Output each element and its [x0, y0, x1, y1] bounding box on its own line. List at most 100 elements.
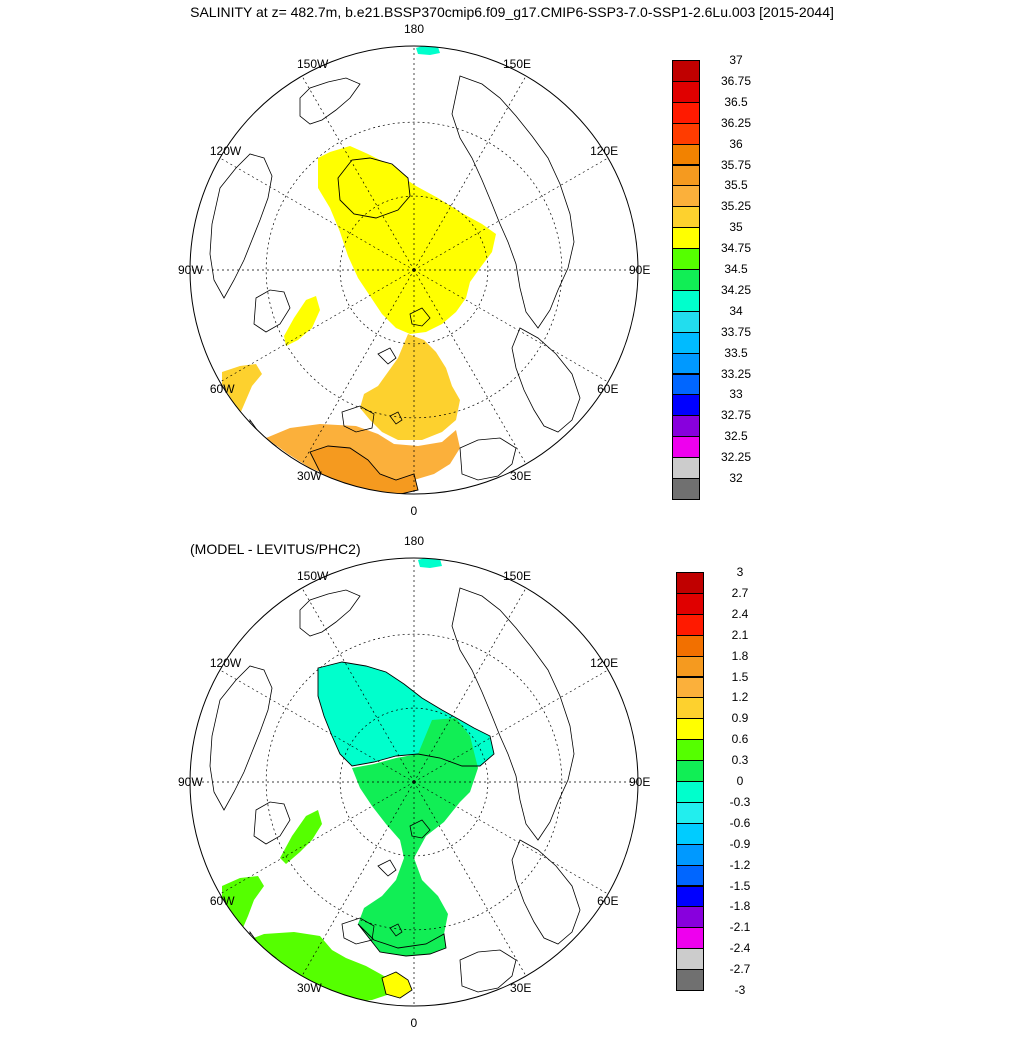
colorbar-label: 35 — [729, 220, 743, 235]
meridian-line — [219, 781, 415, 895]
region-canada-basin-core — [338, 158, 410, 218]
coastline-3 — [459, 437, 517, 481]
salinity-map-panel: 180 150E 120E 90E 60E 30E 0 30W 60W 90W 120W 150W — [160, 22, 690, 528]
colorbar-label: -1.8 — [729, 899, 751, 914]
colorbar-label: 33 — [729, 387, 743, 402]
coastline-1 — [451, 587, 575, 841]
colorbar-label: 2.4 — [731, 606, 749, 621]
coastline-4 — [209, 665, 273, 811]
meridian-line — [301, 75, 415, 271]
colorbar-swatch — [676, 655, 704, 678]
region-north-atlantic — [266, 424, 460, 484]
colorbar-swatch — [672, 478, 700, 500]
region-bering-strait — [416, 46, 440, 55]
meridian-line — [413, 269, 609, 383]
latitude-circle — [265, 633, 563, 931]
coastline-5 — [253, 289, 291, 333]
colorbar-label: 35.5 — [724, 178, 748, 193]
region-nordic-seas — [358, 924, 446, 956]
colorbar-label: 0.6 — [731, 732, 749, 747]
colorbar-label: -1.2 — [729, 857, 751, 872]
longitude-label: 120E — [590, 656, 619, 670]
colorbar-swatch — [676, 760, 704, 782]
colorbar-swatch — [676, 885, 704, 908]
region-fram-strait-norwegian-sea — [360, 334, 460, 440]
colorbar-swatch — [676, 572, 704, 594]
map-border — [189, 557, 639, 1007]
meridian-line — [413, 75, 527, 271]
longitude-label: 180 — [404, 534, 425, 548]
contour-nordic-seas — [357, 923, 447, 957]
meridian-line — [413, 781, 609, 895]
contour-canada-basin — [317, 661, 495, 767]
longitude-label: 90W — [178, 263, 203, 277]
longitude-label: 30E — [510, 469, 532, 484]
longitude-label: 30E — [510, 981, 532, 996]
coastline-7 — [341, 917, 375, 945]
longitude-label: 120W — [209, 144, 242, 158]
colorbar-label: 1.2 — [731, 690, 749, 705]
colorbar-swatch — [676, 739, 704, 762]
colorbar-label: 1.8 — [731, 648, 749, 663]
colorbar-swatch — [676, 822, 704, 845]
colorbar-swatch — [676, 843, 704, 866]
colorbar-swatch — [676, 697, 704, 720]
colorbar-label: 36 — [729, 136, 743, 151]
colorbar-swatch — [672, 289, 700, 312]
colorbar-label: 32 — [729, 471, 743, 485]
colorbar-swatch — [676, 718, 704, 741]
coastline-9 — [377, 859, 397, 877]
meridian-line — [413, 157, 609, 271]
colorbar-swatch — [676, 781, 704, 803]
longitude-label: 60W — [209, 894, 235, 908]
colorbar-label: 32.75 — [720, 408, 752, 423]
colorbar-swatch — [672, 436, 700, 459]
colorbar-label: 37 — [729, 53, 743, 67]
colorbar-label: 34.5 — [724, 262, 748, 276]
colorbar-swatch — [672, 352, 700, 375]
colorbar-label: -2.7 — [729, 962, 751, 977]
longitude-label: 150E — [503, 568, 532, 583]
colorbar-swatch — [672, 101, 700, 124]
colorbar-swatch — [672, 415, 700, 438]
colorbar-label: 34 — [729, 303, 743, 318]
colorbar-label: 36.75 — [720, 73, 752, 88]
colorbar-label: 36.5 — [724, 94, 748, 109]
longitude-label: 30W — [297, 469, 322, 484]
colorbar-label: 34.25 — [720, 282, 752, 297]
colorbar-label: 0.9 — [731, 711, 749, 726]
longitude-label: 60E — [597, 894, 619, 908]
colorbar-swatch — [676, 676, 704, 699]
longitude-label: 0 — [410, 1016, 418, 1030]
colorbar-swatch — [676, 969, 704, 991]
colorbar-label: 33.75 — [720, 324, 752, 339]
region-eurasian-basin — [352, 718, 478, 948]
colorbar-label: 2.1 — [731, 627, 749, 642]
region-labrador-sea — [222, 364, 262, 414]
region-baffin-bay — [284, 296, 320, 346]
longitude-label: 120E — [590, 144, 619, 158]
colorbar-label: 34.75 — [720, 241, 752, 256]
main-title: SALINITY at z= 482.7m, b.e21.BSSP370cmip… — [190, 4, 834, 20]
colorbar-label: -2.1 — [729, 920, 751, 935]
contour-iceland-patch — [381, 971, 413, 999]
colorbar-swatch — [672, 143, 700, 166]
difference-title: (MODEL - LEVITUS/PHC2) — [190, 541, 361, 557]
colorbar-label: 3 — [736, 565, 744, 579]
colorbar-label: 0.3 — [731, 753, 749, 768]
coastline-4 — [209, 153, 273, 299]
colorbar-label: 1.5 — [731, 669, 749, 684]
latitude-circle — [339, 707, 489, 857]
colorbar-label: 2.7 — [731, 585, 749, 600]
longitude-label: 0 — [410, 504, 418, 518]
colorbar-swatch — [676, 613, 704, 636]
colorbar-swatch — [676, 927, 704, 950]
colorbar-label: -0.6 — [729, 815, 751, 830]
meridian-line — [219, 157, 415, 271]
colorbar-swatch — [676, 801, 704, 824]
colorbar-swatch — [672, 60, 700, 82]
colorbar-swatch — [672, 206, 700, 229]
meridian-line — [301, 269, 415, 465]
coastline-8 — [389, 411, 403, 425]
coastline-7 — [341, 405, 375, 433]
